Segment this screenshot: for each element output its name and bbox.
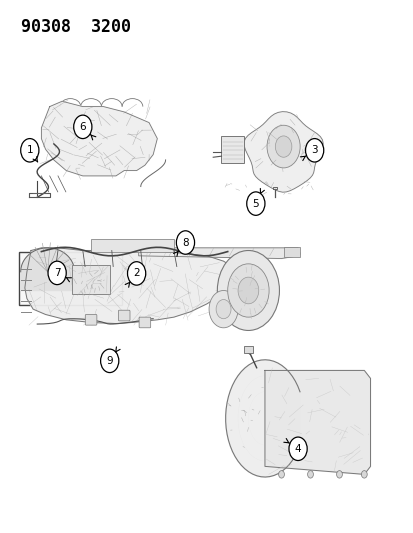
FancyBboxPatch shape bbox=[85, 314, 97, 325]
Circle shape bbox=[100, 349, 119, 373]
Polygon shape bbox=[21, 248, 73, 290]
Polygon shape bbox=[41, 101, 157, 176]
Circle shape bbox=[266, 125, 299, 168]
Polygon shape bbox=[264, 370, 370, 474]
Text: 9: 9 bbox=[106, 356, 113, 366]
Circle shape bbox=[237, 277, 258, 304]
Circle shape bbox=[209, 290, 237, 328]
Polygon shape bbox=[244, 111, 323, 192]
Bar bbox=[283, 247, 299, 257]
Circle shape bbox=[278, 471, 284, 478]
Bar bbox=[244, 346, 252, 353]
Circle shape bbox=[275, 136, 291, 157]
Circle shape bbox=[74, 115, 92, 139]
Circle shape bbox=[216, 300, 230, 319]
Text: 3: 3 bbox=[311, 146, 317, 155]
Polygon shape bbox=[25, 248, 235, 324]
Circle shape bbox=[305, 139, 323, 162]
FancyBboxPatch shape bbox=[139, 317, 150, 328]
Circle shape bbox=[336, 471, 342, 478]
Circle shape bbox=[288, 437, 306, 461]
Bar bbox=[19, 252, 122, 305]
Circle shape bbox=[285, 249, 289, 254]
Circle shape bbox=[48, 261, 66, 285]
Text: 90308  3200: 90308 3200 bbox=[21, 18, 131, 36]
Text: 7: 7 bbox=[54, 268, 60, 278]
Bar bbox=[221, 136, 244, 163]
Circle shape bbox=[246, 192, 264, 215]
Circle shape bbox=[217, 251, 279, 330]
Text: 4: 4 bbox=[294, 444, 301, 454]
Circle shape bbox=[307, 471, 313, 478]
Circle shape bbox=[295, 251, 299, 256]
Circle shape bbox=[227, 264, 268, 317]
Circle shape bbox=[127, 262, 145, 285]
Text: 1: 1 bbox=[26, 146, 33, 155]
Text: 8: 8 bbox=[182, 238, 188, 247]
Polygon shape bbox=[138, 248, 297, 259]
Polygon shape bbox=[225, 360, 299, 477]
FancyBboxPatch shape bbox=[118, 310, 130, 321]
Text: 6: 6 bbox=[79, 122, 86, 132]
Circle shape bbox=[21, 139, 39, 162]
Circle shape bbox=[176, 231, 194, 254]
Bar bbox=[72, 265, 109, 294]
Circle shape bbox=[291, 250, 295, 255]
Text: 5: 5 bbox=[252, 199, 259, 208]
Bar bbox=[91, 239, 173, 252]
Text: 2: 2 bbox=[133, 269, 140, 278]
Circle shape bbox=[361, 471, 366, 478]
